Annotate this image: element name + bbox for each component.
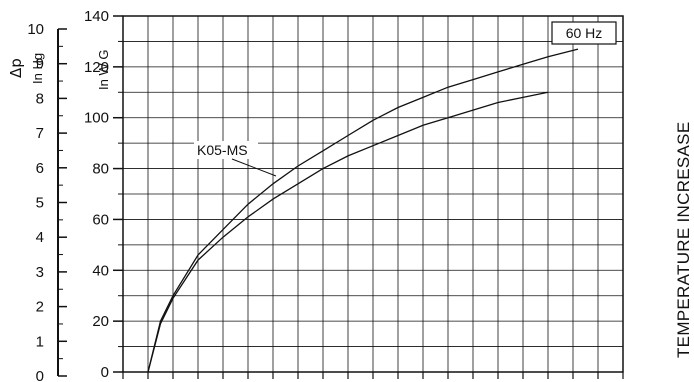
right-axis-tick-label: 60 (92, 211, 109, 228)
grid (123, 16, 623, 372)
left-axis-tick-label: 9 (36, 56, 44, 73)
annotation-leader-line (231, 158, 277, 177)
side-label: TEMPERATURE INCRESASE (674, 122, 693, 358)
frequency-badge-box (551, 21, 617, 45)
right-axis-tick-label: 40 (92, 262, 109, 279)
left-axis-tick-label: 0 (36, 368, 44, 382)
curves (147, 48, 579, 373)
frequency-badge-label: 60 Hz (566, 25, 603, 41)
curve-annotation: K05-MS (194, 141, 277, 177)
left-axis-tick-label: 5 (36, 195, 44, 212)
left-axis-tick-label: 6 (36, 160, 44, 177)
right-axis-ticks: 0 20 40 60 80 100 120 140 (84, 8, 123, 381)
annotation-background (194, 141, 258, 159)
right-axis-tick-label: 80 (92, 161, 109, 178)
left-axis-tick-label: 7 (36, 125, 44, 142)
x-axis-ticks (122, 372, 624, 379)
right-axis-tick-label: 120 (84, 59, 109, 76)
left-axis-tick-label: 4 (36, 229, 44, 246)
annotation-label: K05-MS (197, 142, 248, 158)
right-axis-tick-label: 140 (84, 8, 109, 25)
right-axis-tick-label: 20 (92, 313, 109, 330)
right-axis-tick-label: 0 (101, 364, 109, 381)
left-axis-tick-label: 1 (36, 333, 44, 350)
left-axis-tick-label: 3 (36, 264, 44, 281)
curve-line (147, 48, 579, 373)
left-axis-tick-label: 10 (27, 21, 44, 38)
left-axis-unit: In Hg (30, 53, 45, 84)
left-axis-tick-label: 2 (36, 299, 44, 316)
left-axis-symbol: Δp (7, 58, 25, 78)
left-axis-tick-label: 8 (36, 90, 44, 107)
right-axis-unit: In W G (96, 50, 111, 90)
frequency-badge: 60 Hz (551, 21, 617, 45)
right-axis-tick-label: 100 (84, 110, 109, 127)
curve-line (147, 91, 549, 373)
